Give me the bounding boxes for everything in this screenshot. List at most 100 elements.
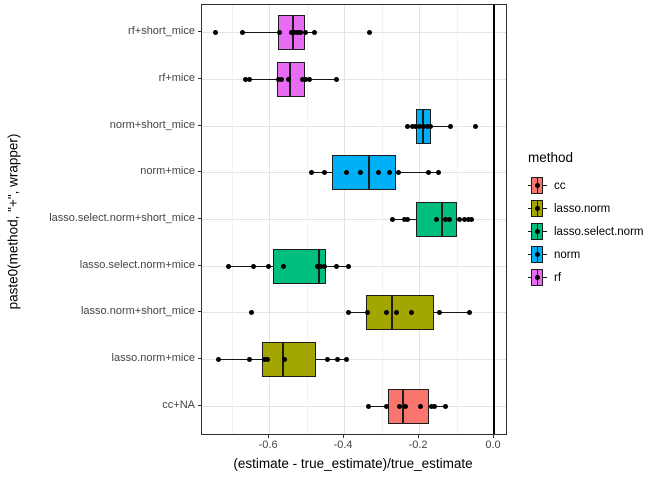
data-point: [394, 310, 400, 316]
data-point: [321, 263, 327, 269]
plot-panel: [201, 4, 507, 435]
gridline-major-horizontal: [202, 32, 506, 34]
data-point: [334, 356, 340, 362]
legend-label: norm: [554, 248, 581, 261]
data-point: [416, 123, 422, 129]
legend-entries: cc lasso.norm lasso.select.norm norm rf: [528, 174, 643, 289]
data-point: [344, 356, 350, 362]
data-point: [212, 30, 218, 36]
y-tick-label: lasso.norm+mice: [111, 351, 195, 364]
x-tick-label: 0.0: [485, 439, 501, 451]
data-point: [248, 310, 254, 316]
data-point: [318, 263, 324, 269]
y-tick-mark: [198, 78, 202, 80]
data-point: [306, 77, 312, 83]
whisker-left: [311, 172, 332, 174]
data-point: [403, 403, 409, 409]
data-point: [425, 170, 431, 176]
median-line: [441, 202, 444, 237]
data-point: [424, 123, 430, 129]
whisker-left: [368, 405, 388, 407]
legend-key-dot: [535, 229, 540, 234]
legend-entry: norm: [528, 243, 643, 266]
y-tick-label: rf+mice: [158, 72, 195, 85]
data-point: [346, 263, 352, 269]
gridline-major-vertical: [269, 5, 271, 434]
data-point: [303, 77, 309, 83]
data-point: [279, 77, 285, 83]
data-point: [280, 263, 286, 269]
box: [331, 155, 396, 191]
legend-label: rf: [554, 271, 562, 284]
data-point: [428, 403, 434, 409]
gridline-major-vertical: [344, 5, 346, 434]
whisker-right: [316, 358, 347, 360]
data-point: [428, 123, 434, 129]
data-point: [302, 30, 308, 36]
data-point: [325, 356, 331, 362]
data-point: [432, 403, 438, 409]
data-point: [446, 217, 452, 222]
data-point: [334, 263, 340, 269]
legend-key-boxplot-icon: [528, 268, 547, 287]
x-tick-mark: [418, 434, 420, 438]
zero-reference-line: [493, 5, 495, 434]
data-point: [404, 217, 410, 222]
x-tick-label: -0.6: [258, 439, 278, 451]
data-point: [435, 170, 441, 176]
whisker-right: [434, 312, 470, 314]
data-point: [264, 356, 270, 362]
x-tick-label: -0.2: [408, 439, 428, 451]
gridline-minor-vertical: [306, 5, 308, 434]
data-point: [469, 217, 475, 222]
data-point: [281, 356, 287, 362]
legend-entry: rf: [528, 266, 643, 289]
legend-label: cc: [554, 179, 566, 192]
whisker-left: [242, 32, 279, 34]
data-point: [215, 356, 221, 362]
data-point: [384, 403, 390, 409]
data-point: [365, 403, 371, 409]
y-tick-mark: [198, 264, 202, 266]
legend-label: lasso.norm: [554, 202, 611, 215]
y-tick-mark: [198, 31, 202, 33]
whisker-right: [429, 405, 447, 407]
legend-key-boxplot-icon: [528, 222, 547, 241]
y-tick-mark: [198, 311, 202, 313]
data-point: [457, 217, 463, 222]
data-point: [357, 170, 363, 176]
data-point: [312, 30, 318, 36]
data-point: [418, 403, 424, 409]
data-point: [383, 310, 389, 316]
median-line: [401, 388, 404, 424]
legend-entry: lasso.norm: [528, 197, 643, 220]
data-point: [404, 123, 410, 129]
y-tick-mark: [198, 124, 202, 126]
data-point: [226, 263, 232, 269]
y-tick-label: lasso.select.norm+short_mice: [49, 212, 195, 224]
data-point: [443, 217, 449, 222]
whisker-left: [245, 79, 278, 81]
data-point: [364, 310, 370, 316]
data-point: [308, 170, 314, 176]
data-point: [386, 170, 392, 176]
whisker-right: [431, 125, 451, 127]
y-tick-mark: [198, 357, 202, 359]
data-point: [473, 123, 479, 129]
data-point: [275, 77, 281, 83]
y-tick-label: norm+mice: [140, 165, 195, 178]
data-point: [413, 123, 419, 129]
data-point: [409, 310, 415, 316]
y-tick-mark: [198, 218, 202, 219]
median-line: [390, 295, 393, 331]
data-point: [375, 170, 381, 176]
gridline-minor-vertical: [231, 5, 233, 434]
data-point: [299, 77, 305, 83]
data-point: [401, 217, 407, 222]
legend-key-dot: [535, 252, 540, 257]
gridline-major-horizontal: [202, 265, 506, 267]
legend-entry: lasso.select.norm: [528, 220, 643, 243]
data-point: [397, 403, 403, 409]
whisker-left: [348, 312, 366, 314]
